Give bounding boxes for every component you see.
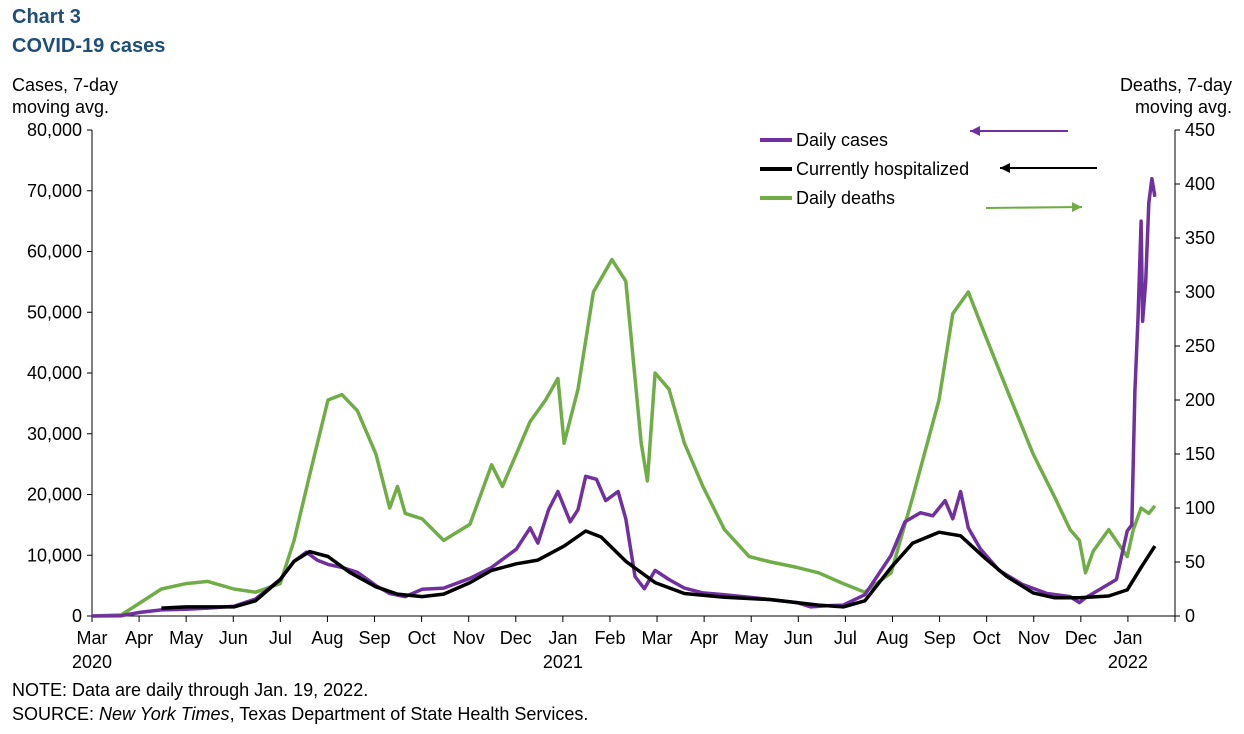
y-left-tick-label: 10,000 [27,545,82,565]
x-tick-label: Sep [359,628,391,648]
legend-label-daily-cases: Daily cases [796,130,888,150]
x-tick-label: May [734,628,768,648]
source-prefix: SOURCE: [12,704,100,724]
note: NOTE: Data are daily through Jan. 19, 20… [12,680,369,700]
legend-label-currently-hospitalized: Currently hospitalized [796,159,969,179]
legend-label-daily-deaths: Daily deaths [796,188,895,208]
chart-number: Chart 3 [12,6,81,28]
y-left-tick-label: 60,000 [27,242,82,262]
x-tick-label: Jan [1113,628,1142,648]
x-tick-label: Apr [125,628,153,648]
x-tick-label: Jul [269,628,292,648]
y-left-title-line1: Cases, 7-day [12,75,119,95]
y-right-tick-label: 350 [1185,228,1215,248]
chart-title: COVID-19 cases [12,35,166,57]
x-tick-label: Oct [973,628,1001,648]
series-line-daily-deaths [91,257,1157,618]
x-tick-label: Feb [594,628,625,648]
y-right-tick-label: 200 [1185,390,1215,410]
x-year-label: 2021 [543,652,583,672]
series-line-daily-cases [91,176,1157,618]
y-right-tick-label: 450 [1185,120,1215,140]
y-right-tick-label: 250 [1185,336,1215,356]
x-year-label: 2022 [1108,652,1148,672]
hospitalized-arrow-head [1000,163,1010,173]
y-right-title-line2: moving avg. [1134,97,1232,117]
x-tick-label: Nov [1018,628,1050,648]
x-tick-label: Sep [924,628,956,648]
x-year-label: 2020 [72,652,112,672]
x-tick-label: Nov [453,628,485,648]
deaths-arrow-head [1071,202,1082,213]
cases-arrow-head [970,126,980,136]
x-tick-label: Mar [77,628,108,648]
y-right-tick-label: 0 [1185,606,1195,626]
y-left-tick-label: 50,000 [27,302,82,322]
source: SOURCE: New York Times, Texas Department… [12,704,588,725]
x-tick-label: Mar [642,628,673,648]
y-right-title-line1: Deaths, 7-day [1119,75,1232,95]
y-right-tick-label: 150 [1185,444,1215,464]
y-left-tick-label: 80,000 [27,120,82,140]
x-tick-label: Dec [500,628,532,648]
x-tick-label: May [169,628,203,648]
x-tick-label: Apr [690,628,718,648]
x-tick-label: Jun [219,628,248,648]
x-tick-label: Jul [834,628,857,648]
y-left-tick-label: 0 [72,606,82,626]
y-right-tick-label: 50 [1185,552,1205,572]
x-tick-label: Oct [408,628,436,648]
y-left-tick-label: 30,000 [27,424,82,444]
y-left-tick-label: 40,000 [27,363,82,383]
x-tick-label: Jun [784,628,813,648]
x-tick-label: Dec [1065,628,1097,648]
y-left-tick-label: 20,000 [27,485,82,505]
y-right-axis-title: Deaths, 7-day moving avg. [1120,74,1232,118]
y-left-title-line2: moving avg. [12,97,110,117]
y-right-tick-label: 100 [1185,498,1215,518]
y-right-tick-label: 300 [1185,282,1215,302]
y-right-tick-label: 400 [1185,174,1215,194]
y-left-axis-title: Cases, 7-day moving avg. [12,74,118,118]
source-rest: , Texas Department of State Health Servi… [229,704,589,724]
y-left-tick-label: 70,000 [27,181,82,201]
source-italic: New York Times [99,704,230,724]
x-tick-label: Jan [548,628,577,648]
deaths-arrow [985,206,1083,209]
series-line-currently-hospitalized [161,529,1157,610]
x-tick-label: Aug [311,628,343,648]
x-tick-label: Aug [876,628,908,648]
